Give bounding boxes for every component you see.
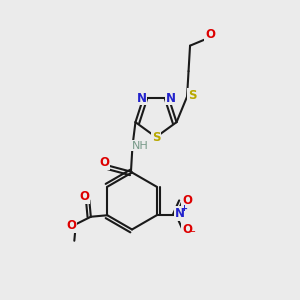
- Text: O: O: [79, 190, 89, 203]
- Text: N: N: [175, 207, 185, 220]
- Text: S: S: [152, 130, 160, 144]
- Text: S: S: [188, 89, 197, 102]
- Text: −: −: [188, 227, 196, 237]
- Text: N: N: [136, 92, 146, 104]
- Text: N: N: [166, 92, 176, 104]
- Text: O: O: [66, 219, 76, 232]
- Text: O: O: [99, 156, 109, 169]
- Text: NH: NH: [132, 141, 148, 151]
- Text: O: O: [206, 28, 215, 41]
- Text: O: O: [182, 223, 192, 236]
- Text: O: O: [182, 194, 192, 207]
- Text: +: +: [181, 204, 188, 213]
